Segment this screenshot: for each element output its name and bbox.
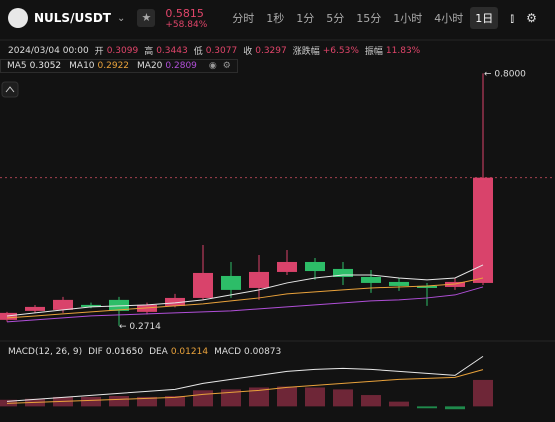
macd-bar bbox=[305, 387, 325, 407]
ohlc-row: 2024/03/04 00:00 开 0.3099 高 0.3443 低 0.3077 收 0… bbox=[8, 44, 426, 58]
macd-name: MACD bbox=[214, 347, 242, 357]
ma-line bbox=[6, 286, 484, 323]
ohlc-label: 低 bbox=[193, 47, 203, 57]
coin-logo bbox=[8, 8, 28, 28]
collapse-icon bbox=[5, 86, 15, 93]
macd-bar bbox=[389, 401, 409, 407]
ma-value: 0.2809 bbox=[165, 61, 197, 71]
macd-name: DIF bbox=[88, 347, 103, 357]
interval-tab[interactable]: 1日 bbox=[470, 7, 499, 29]
gear-icon: ⚙ bbox=[222, 61, 231, 71]
macd-bar bbox=[417, 406, 437, 409]
ohlc-value: 0.3297 bbox=[255, 45, 287, 56]
macd-value: 0.00873 bbox=[244, 347, 282, 357]
favorite-button[interactable]: ★ bbox=[137, 9, 156, 27]
macd-value: 0.01214 bbox=[170, 347, 209, 357]
macd-bar bbox=[361, 395, 381, 407]
candle-body bbox=[0, 312, 17, 320]
interval-tabs: 分时 1秒 1分 5分 15分 1小时 4小时 1日 bbox=[227, 7, 500, 29]
macd-bar bbox=[109, 395, 129, 407]
macd-name: DEA bbox=[149, 347, 168, 357]
interval-tab[interactable]: 5分 bbox=[326, 12, 345, 25]
macd-bar bbox=[277, 386, 297, 407]
eye-icon: ◉ bbox=[208, 61, 217, 71]
price-change: +58.84% bbox=[165, 19, 208, 30]
candle-body bbox=[221, 275, 241, 290]
interval-tab[interactable]: 4小时 bbox=[434, 12, 464, 25]
macd-line bbox=[6, 355, 484, 402]
ma-line bbox=[6, 277, 484, 319]
ohlc-label: 振幅 bbox=[364, 47, 383, 57]
interval-tab[interactable]: 1小时 bbox=[393, 12, 423, 25]
ohlc-value: 0.3099 bbox=[106, 45, 139, 56]
candle-body bbox=[277, 261, 297, 272]
macd-value: 0.01650 bbox=[105, 347, 144, 357]
macd-bar bbox=[165, 395, 185, 407]
candle-body bbox=[473, 177, 493, 283]
macd-bar bbox=[473, 379, 493, 407]
interval-tab[interactable]: 1分 bbox=[296, 12, 315, 25]
candle-body bbox=[361, 276, 381, 283]
macd-title: MACD(12, 26, 9) bbox=[8, 347, 83, 357]
candle-body bbox=[333, 268, 353, 277]
price-annotation: ← 0.8000 bbox=[484, 69, 526, 79]
candle-body bbox=[25, 306, 45, 311]
pair[interactable]: NULS/USDT bbox=[34, 11, 111, 25]
ohlc-label: 高 bbox=[144, 47, 154, 57]
ma-name: MA10 bbox=[69, 61, 95, 71]
ohlc-value: +6.53% bbox=[322, 45, 359, 56]
candle-body bbox=[53, 299, 73, 310]
macd-bar bbox=[221, 389, 241, 407]
price-box: 0.5815 +58.84% bbox=[165, 7, 207, 30]
ma-line bbox=[6, 264, 484, 317]
candle-body bbox=[305, 261, 325, 272]
candle-body bbox=[137, 304, 157, 312]
candle-body bbox=[417, 285, 437, 288]
collapse-button[interactable] bbox=[1, 81, 19, 98]
ma-value: 0.2922 bbox=[97, 61, 130, 71]
last-price: 0.5815 bbox=[165, 6, 204, 20]
candle-body bbox=[165, 297, 185, 306]
macd-bar bbox=[445, 406, 465, 410]
interval-tab[interactable]: 分时 bbox=[232, 12, 255, 25]
candle-body bbox=[389, 281, 409, 286]
ohlc-value: 11.83% bbox=[385, 45, 421, 56]
ma-value: 0.3052 bbox=[29, 61, 62, 71]
ma-name: MA5 bbox=[7, 61, 27, 71]
candle-body bbox=[445, 281, 465, 287]
top-bar: NULS/USDT ⌄ ★ 0.5815 +58.84% 分时 1秒 1分 5分 15分… bbox=[8, 6, 537, 30]
settings-icon[interactable]: ⚙ bbox=[526, 11, 537, 25]
macd-bar bbox=[333, 389, 353, 407]
macd-legend: MACD(12, 26, 9) DIF 0.01650 DEA 0.01214 MACD 0… bbox=[8, 347, 281, 357]
macd-bar bbox=[193, 390, 213, 407]
ohlc-label: 收 bbox=[243, 47, 253, 57]
ohlc-value: 0.3077 bbox=[205, 45, 238, 56]
candle-body bbox=[109, 299, 129, 311]
candle-body bbox=[249, 271, 269, 288]
macd-bar bbox=[249, 387, 269, 407]
price-annotation: ← 0.2714 bbox=[119, 322, 161, 332]
date: 2024/03/04 00:00 bbox=[8, 45, 89, 56]
ohlc-label: 开 bbox=[94, 47, 104, 57]
chart-type-icon[interactable]: ⫾ bbox=[510, 10, 515, 25]
candle-body bbox=[193, 272, 213, 298]
ma-name: MA20 bbox=[137, 61, 163, 71]
macd-line bbox=[6, 369, 484, 404]
ohlc-label: 涨跌幅 bbox=[292, 47, 320, 57]
macd-bar bbox=[81, 396, 101, 407]
ohlc-value: 0.3443 bbox=[156, 45, 188, 56]
pair-dropdown[interactable]: ⌄ bbox=[117, 12, 126, 24]
ma-legend: MA5 0.3052 MA10 0.2922 MA20 0.2809 ◉ ⚙ bbox=[0, 59, 238, 73]
candle-body bbox=[81, 304, 101, 307]
interval-tab[interactable]: 1秒 bbox=[266, 12, 285, 25]
macd-bar bbox=[137, 396, 157, 407]
interval-tab[interactable]: 15分 bbox=[356, 12, 382, 25]
